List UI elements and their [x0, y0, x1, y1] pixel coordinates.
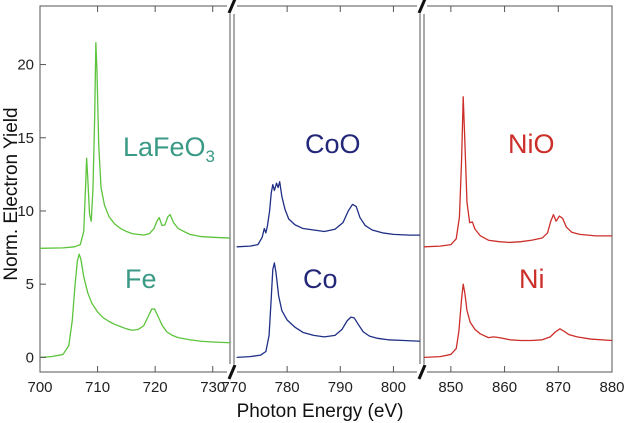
panel-frame — [423, 5, 613, 373]
series-label-coo: CoO — [305, 129, 361, 159]
x-tick-label: 700 — [27, 379, 52, 396]
x-tick-label: 790 — [328, 379, 353, 396]
y-tick-label: 15 — [17, 130, 34, 147]
series-label-co: Co — [303, 264, 338, 294]
x-tick-label: 780 — [275, 379, 300, 396]
series-line-nio — [423, 96, 612, 248]
series-line-fe — [39, 253, 231, 359]
y-tick-label: 5 — [26, 276, 34, 293]
series-line-co — [236, 262, 421, 359]
panels-layer: LaFeO3 Fe CoO Co NiO Ni — [39, 5, 613, 373]
series-line-ni — [423, 283, 613, 359]
axis-break-markers — [227, 0, 427, 380]
y-axis: 0 5 10 15 20 — [17, 57, 46, 366]
x-tick-label: 880 — [599, 379, 624, 396]
y-tick-label: 0 — [26, 349, 34, 366]
y-axis-label: Norm. Electron Yield — [1, 107, 22, 280]
panel-co: CoO Co — [233, 5, 421, 373]
x-axis-label: Photon Energy (eV) — [237, 401, 404, 422]
y-tick-label: 20 — [17, 57, 34, 74]
y-tick-label: 10 — [17, 203, 34, 220]
x-tick-label: 860 — [492, 379, 517, 396]
series-label-nio: NiO — [508, 129, 555, 159]
panel-frame — [39, 5, 231, 373]
axis-break-marker — [227, 364, 237, 380]
axis-break-marker — [417, 364, 427, 380]
series-label-ni: Ni — [519, 264, 545, 294]
axis-break-marker — [227, 0, 237, 14]
x-tick-label: 800 — [381, 379, 406, 396]
panel-frame — [233, 5, 421, 373]
x-tick-label: 720 — [143, 379, 168, 396]
series-line-lafeo3 — [39, 41, 231, 249]
panel-fe: LaFeO3 Fe — [39, 5, 231, 373]
series-label-fe: Fe — [125, 264, 157, 294]
series-line-coo — [236, 181, 420, 248]
x-tick-label: 710 — [85, 379, 110, 396]
x-tick-label: 870 — [546, 379, 571, 396]
panel-ni: NiO Ni — [423, 5, 613, 373]
x-tick-label: 850 — [438, 379, 463, 396]
x-tick-label: 730 — [200, 379, 225, 396]
axis-break-marker — [417, 0, 427, 14]
x-tick-label: 770 — [221, 379, 246, 396]
series-label-lafeo3: LaFeO3 — [123, 132, 215, 166]
